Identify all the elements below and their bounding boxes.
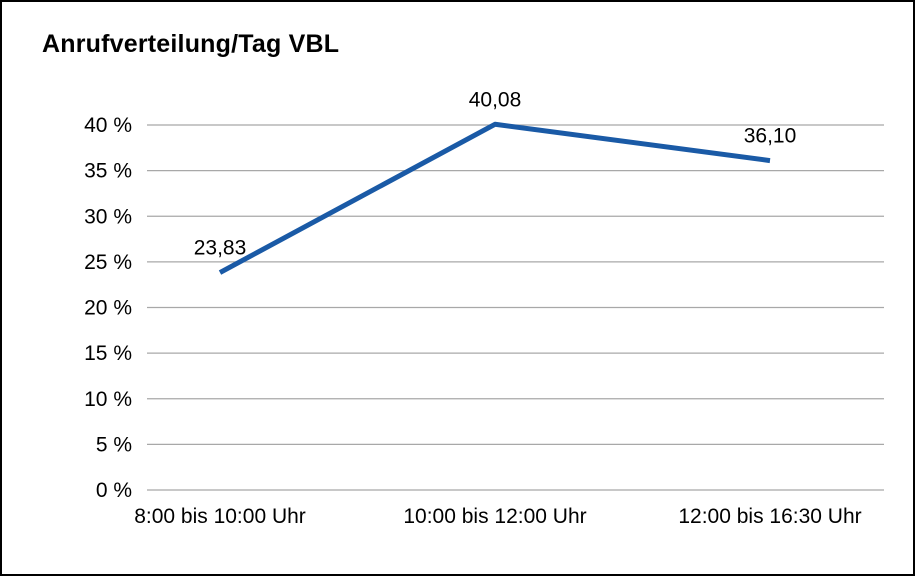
x-tick-label: 12:00 bis 16:30 Uhr (678, 505, 861, 528)
y-tick-label: 35 % (84, 160, 132, 183)
data-point-label: 40,08 (469, 88, 522, 111)
y-tick-label: 10 % (84, 388, 132, 411)
y-tick-label: 0 % (96, 479, 132, 502)
y-tick-label: 5 % (96, 433, 132, 456)
chart-title: Anrufverteilung/Tag VBL (42, 30, 340, 58)
x-tick-label: 8:00 bis 10:00 Uhr (134, 505, 306, 528)
y-tick-label: 40 % (84, 114, 132, 137)
data-point-label: 23,83 (194, 237, 247, 260)
y-tick-label: 30 % (84, 205, 132, 228)
y-tick-label: 15 % (84, 342, 132, 365)
y-tick-label: 25 % (84, 251, 132, 274)
y-tick-label: 20 % (84, 297, 132, 320)
x-tick-label: 10:00 bis 12:00 Uhr (403, 505, 586, 528)
data-point-label: 36,10 (744, 125, 797, 148)
data-line (218, 121, 771, 275)
